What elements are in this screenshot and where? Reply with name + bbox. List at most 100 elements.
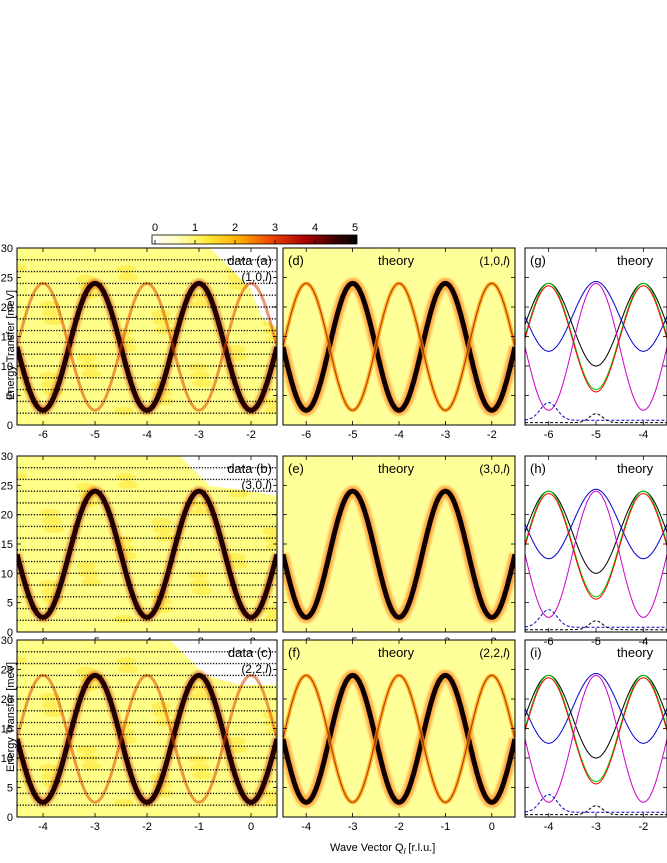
panel-title: data (c) bbox=[228, 645, 272, 660]
heatmap-blob bbox=[188, 571, 208, 579]
panel-b-label: data (b) (3,0,l) bbox=[227, 461, 272, 492]
panel-title: theory bbox=[617, 253, 654, 268]
heatmap-background bbox=[17, 248, 277, 425]
panel-title: data (a) bbox=[227, 253, 272, 268]
heatmap-blob bbox=[190, 371, 210, 379]
heatmap-blob bbox=[17, 472, 27, 480]
y-tick-label: 0 bbox=[7, 420, 13, 432]
heatmap-blob bbox=[42, 309, 62, 317]
colorbar-tick-label: 3 bbox=[272, 222, 278, 234]
panel-frame bbox=[524, 247, 667, 426]
model-line bbox=[525, 282, 667, 391]
y-tick-label: 10 bbox=[1, 361, 13, 373]
heatmap-blob bbox=[153, 526, 173, 534]
heatmap-blob bbox=[192, 587, 212, 595]
dispersion-branch bbox=[17, 488, 277, 620]
model-line bbox=[525, 492, 667, 600]
heatmap-blob bbox=[79, 570, 99, 578]
panel-title: theory bbox=[378, 253, 415, 268]
panel-i-lines bbox=[525, 673, 667, 816]
panel-c-axes: 0 5 10 15 20 25 30 -4 -3 -2 -1 0 bbox=[1, 635, 278, 833]
x-tick-label: -5 bbox=[90, 429, 100, 441]
heatmap-blob bbox=[263, 606, 277, 614]
y-tick-label: 5 bbox=[7, 598, 13, 610]
x-tick-label: -5 bbox=[591, 429, 601, 441]
panel-f-axes: -4 -3 -2 -1 0 bbox=[282, 639, 516, 833]
panel-q-label: (2,2,l) bbox=[241, 662, 272, 676]
panel-letter: (e) bbox=[288, 461, 304, 476]
heatmap-blob bbox=[81, 370, 101, 378]
x-tick-label: -4 bbox=[394, 429, 404, 441]
panel-a-heatmap bbox=[17, 248, 277, 425]
model-line bbox=[525, 674, 667, 759]
heatmap-blob bbox=[114, 615, 134, 623]
y-tick-label: 30 bbox=[1, 451, 13, 463]
heatmap-blob bbox=[81, 578, 101, 586]
y-tick-label: 5 bbox=[7, 391, 13, 403]
model-line bbox=[525, 490, 667, 574]
x-tick-label: -4 bbox=[638, 429, 648, 441]
unmeasured-region bbox=[180, 456, 277, 496]
heatmap-blob bbox=[151, 518, 171, 526]
y-axis-label-bottom: Energy Transfer [meV] bbox=[5, 662, 17, 772]
x-tick-label: -2 bbox=[638, 821, 648, 833]
heatmap-blob bbox=[79, 754, 99, 762]
x-tick-label: -1 bbox=[194, 821, 204, 833]
panel-frame bbox=[524, 639, 667, 818]
y-tick-label: 20 bbox=[1, 302, 13, 314]
y-tick-label: 0 bbox=[7, 812, 13, 824]
model-line bbox=[525, 490, 667, 598]
heatmap-blob bbox=[151, 310, 171, 318]
y-tick-label: 30 bbox=[1, 635, 13, 647]
heatmap-blob bbox=[191, 300, 211, 308]
x-tick-label: -3 bbox=[90, 821, 100, 833]
y-tick-label: 25 bbox=[1, 273, 13, 285]
panel-title: theory bbox=[617, 461, 654, 476]
y-tick-label: 15 bbox=[1, 332, 13, 344]
y-tick-label: 10 bbox=[1, 753, 13, 765]
x-tick-label: -3 bbox=[591, 821, 601, 833]
panel-title: data (b) bbox=[227, 461, 272, 476]
model-line bbox=[525, 281, 667, 352]
heatmap-blob bbox=[42, 701, 62, 709]
heatmap-blob bbox=[228, 745, 248, 753]
x-tick-label: -6 bbox=[544, 429, 554, 441]
y-tick-label: 5 bbox=[7, 783, 13, 795]
panel-f-label: (f) theory (2,2,l) bbox=[288, 645, 510, 660]
heatmap-blob bbox=[77, 562, 97, 570]
y-tick-label: 0 bbox=[7, 627, 13, 639]
heatmap-blob bbox=[226, 553, 246, 561]
x-tick-label: -4 bbox=[142, 429, 152, 441]
panel-d-heatmap bbox=[283, 248, 515, 425]
heatmap-blob bbox=[77, 354, 97, 362]
panel-h-lines bbox=[525, 488, 667, 631]
colorbar-gradient bbox=[151, 234, 358, 245]
x-tick-label: -2 bbox=[487, 429, 497, 441]
model-line bbox=[525, 285, 667, 393]
heatmap-blob bbox=[190, 763, 210, 771]
heatmap-blob bbox=[226, 345, 246, 353]
x-tick-label: -6 bbox=[301, 429, 311, 441]
x-tick-label: 0 bbox=[489, 821, 495, 833]
panel-g-label: (g) theory bbox=[530, 253, 654, 268]
heatmap-blob bbox=[229, 490, 249, 498]
heatmap-blob bbox=[118, 273, 138, 281]
colorbar-tick-label: 0 bbox=[152, 222, 158, 234]
y-tick-label: 20 bbox=[1, 694, 13, 706]
heatmap-blob bbox=[81, 762, 101, 770]
intensity-line bbox=[525, 609, 667, 628]
heatmap-blob bbox=[191, 692, 211, 700]
model-line bbox=[525, 674, 667, 783]
y-axis-label-top: Energy Transfer [meV] bbox=[5, 290, 17, 400]
unmeasured-region bbox=[210, 248, 277, 328]
x-axis-label: Wave Vector Ql [r.l.u.] bbox=[330, 842, 435, 856]
panel-c-label: data (c) (2,2,l) bbox=[228, 645, 272, 676]
heatmap-blob bbox=[42, 517, 62, 525]
x-tick-label: -3 bbox=[348, 821, 358, 833]
heatmap-blob bbox=[266, 543, 277, 551]
panel-title: theory bbox=[378, 645, 415, 660]
heatmap-blob bbox=[151, 702, 171, 710]
model-line bbox=[525, 677, 667, 785]
heatmap-blob bbox=[77, 746, 97, 754]
